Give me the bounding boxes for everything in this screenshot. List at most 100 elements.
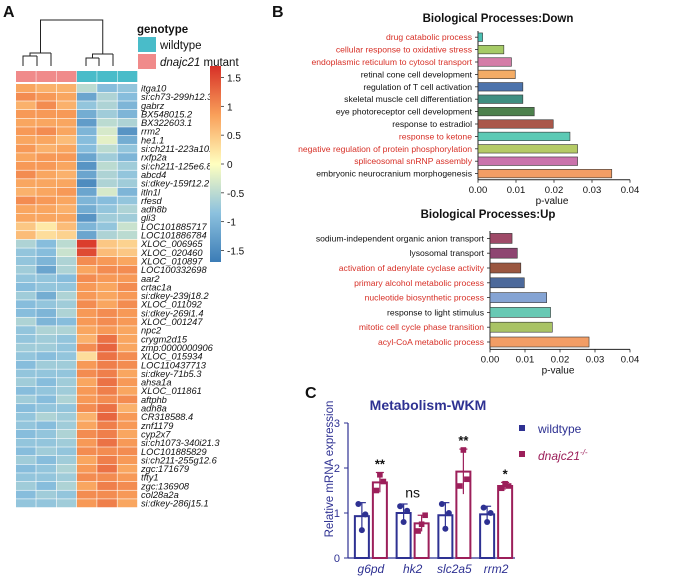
heatmap-cell — [76, 343, 97, 352]
heatmap-cell — [76, 118, 97, 127]
heatmap-cell — [56, 430, 77, 439]
category-label: sodium-independent organic anion transpo… — [316, 233, 485, 243]
heatmap-panel: itga10si:ch73-299h12.3gabrzBX548015.2BX3… — [16, 19, 245, 509]
heatmap-cell — [36, 118, 56, 127]
heatmap-cell — [117, 386, 138, 395]
heatmap-cell — [97, 438, 117, 447]
heatmap-cell — [16, 308, 36, 317]
heatmap-cell — [36, 153, 56, 162]
heatmap-cell — [117, 92, 138, 101]
heatmap-row-label: si:dkey-159f12.2 — [141, 179, 210, 189]
heatmap-cell — [36, 343, 56, 352]
heatmap-cell — [97, 161, 117, 170]
heatmap-cell — [16, 395, 36, 404]
heatmap-cell — [76, 438, 97, 447]
heatmap-row-label: znf1179 — [140, 421, 173, 431]
heatmap-cell — [56, 326, 77, 335]
heatmap-cell — [117, 222, 138, 231]
heatmap-row-label: si:ch211-125e6.8 — [141, 161, 212, 171]
heatmap-row-label: si:ch73-299h12.3 — [141, 92, 213, 102]
heatmap-cell — [56, 464, 77, 473]
heatmap-row-label: itln1l — [141, 187, 161, 197]
data-point — [498, 485, 505, 492]
heatmap-cell — [97, 153, 117, 162]
colorbar-tick-label: -1 — [227, 218, 236, 229]
column-dendrogram — [22, 19, 114, 66]
heatmap-cell — [76, 127, 97, 136]
heatmap-row-label: XLOC_011861 — [140, 386, 202, 396]
heatmap-cell — [97, 326, 117, 335]
heatmap-cell — [36, 170, 56, 179]
data-point — [377, 471, 383, 478]
heatmap-cell — [97, 205, 117, 214]
heatmap-cell — [117, 153, 138, 162]
heatmap-cell — [56, 84, 77, 93]
heatmap-cell — [56, 412, 77, 421]
dendrogram-right-cluster — [85, 53, 114, 66]
bar — [477, 45, 505, 55]
heatmap-cell — [76, 109, 97, 118]
heatmap-cell — [16, 438, 36, 447]
heatmap-cell — [76, 213, 97, 222]
heatmap-cell — [117, 265, 138, 274]
x-tick-label: 0.02 — [551, 354, 570, 365]
heatmap-row-label: si:ch1073-340i21.3 — [141, 438, 220, 448]
heatmap-cell — [56, 248, 77, 257]
heatmap-cell — [76, 447, 97, 456]
data-point — [464, 476, 470, 483]
heatmap-cell — [36, 499, 56, 508]
heatmap-cell — [76, 421, 97, 430]
heatmap-cell — [76, 455, 97, 464]
heatmap-cell — [56, 473, 77, 482]
heatmap-cell — [36, 179, 56, 188]
colorbar-tick-label: -0.5 — [227, 189, 245, 200]
heatmap-row-label: si:ch211-223a10.1 — [141, 144, 217, 154]
go-down-title: Biological Processes:Down — [423, 13, 574, 25]
heatmap-cell — [16, 187, 36, 196]
heatmap-cell — [56, 378, 77, 387]
heatmap-cell — [117, 300, 138, 309]
heatmap-cell — [76, 274, 97, 283]
heatmap-cell — [16, 222, 36, 231]
category-label: g6pd — [358, 562, 385, 576]
legend-label-mutant: dnajc21 mutant — [160, 57, 239, 69]
category-label: spliceosomal snRNP assembly — [354, 156, 473, 166]
annotation-cell — [76, 71, 97, 82]
y-tick-label: 3 — [334, 418, 340, 430]
heatmap-row-label: adh8a — [141, 404, 167, 414]
heatmap-cell — [16, 378, 36, 387]
heatmap-cell — [36, 92, 56, 101]
heatmap-cell — [117, 109, 138, 118]
heatmap-cells — [16, 84, 138, 508]
category-label: mitotic cell cycle phase transition — [359, 322, 484, 332]
heatmap-cell — [76, 257, 97, 266]
heatmap-cell — [117, 490, 138, 499]
heatmap-cell — [56, 386, 77, 395]
heatmap-cell — [97, 421, 117, 430]
data-point — [397, 503, 404, 510]
heatmap-cell — [56, 257, 77, 266]
colorbar-tick-label: 1.5 — [227, 74, 241, 85]
heatmap-cell — [117, 170, 138, 179]
heatmap-cell — [16, 464, 36, 473]
data-point — [400, 519, 407, 525]
heatmap-cell — [117, 447, 138, 456]
category-label: rrm2 — [484, 562, 509, 576]
heatmap-cell — [36, 300, 56, 309]
bar — [489, 277, 525, 289]
heatmap-row-label: adh8b — [141, 205, 167, 215]
qpcr-legend-dnajc21: dnajc21-/- — [538, 448, 588, 463]
heatmap-cell — [97, 412, 117, 421]
heatmap-cell — [97, 360, 117, 369]
heatmap-row-label: zgc:136908 — [140, 481, 190, 491]
bar — [489, 247, 518, 259]
heatmap-cell — [97, 300, 117, 309]
heatmap-row-label: gabrz — [141, 101, 165, 111]
data-point — [418, 521, 425, 528]
heatmap-cell — [76, 239, 97, 248]
heatmap-cell — [16, 92, 36, 101]
heatmap-cell — [97, 196, 117, 205]
heatmap-cell — [56, 369, 77, 378]
heatmap-cell — [97, 308, 117, 317]
heatmap-cell — [117, 499, 138, 508]
